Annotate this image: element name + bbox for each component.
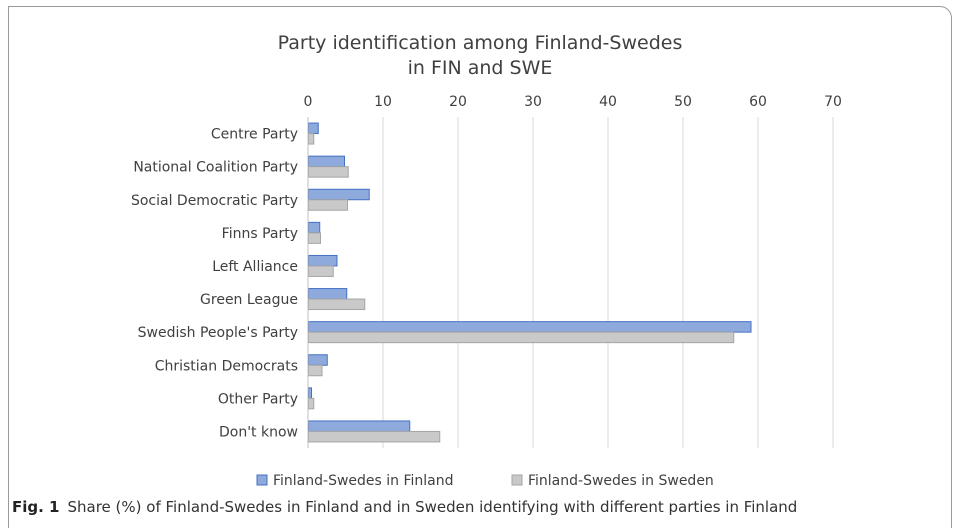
figure-label: Fig. 1 xyxy=(12,498,60,516)
bar-finland xyxy=(308,254,338,267)
category-label: National Coalition Party xyxy=(133,160,298,176)
bar-sweden xyxy=(308,298,366,311)
chart-title: Party identification among Finland-Swede… xyxy=(278,32,683,54)
bar-sweden xyxy=(308,232,321,244)
bar-sweden xyxy=(308,331,735,344)
bar-sweden xyxy=(308,166,349,178)
bar-finland xyxy=(308,288,348,300)
category-label: Left Alliance xyxy=(212,259,298,275)
bar-finland xyxy=(308,122,319,135)
bar-finland xyxy=(308,155,345,168)
category-label: Finns Party xyxy=(222,226,298,242)
bar-sweden xyxy=(308,199,348,211)
category-label: Swedish People's Party xyxy=(138,325,298,341)
legend: Finland-Swedes in Finland Finland-Swedes … xyxy=(256,473,714,489)
bar-finland xyxy=(308,354,328,366)
x-tick-label: 30 xyxy=(524,94,542,110)
x-axis-ticks: 0 10 20 30 40 50 60 70 xyxy=(304,94,842,110)
bar-finland xyxy=(308,387,312,399)
category-label: Christian Democrats xyxy=(155,358,298,374)
category-label: Other Party xyxy=(218,391,298,407)
category-label: Centre Party xyxy=(211,127,298,143)
x-tick-label: 20 xyxy=(449,94,467,110)
x-tick-label: 0 xyxy=(304,94,313,110)
x-tick-label: 10 xyxy=(374,94,392,110)
legend-label: Finland-Swedes in Finland xyxy=(273,473,454,489)
bar-sweden xyxy=(308,133,315,145)
bar-finland xyxy=(308,321,752,333)
figure-caption-text: Share (%) of Finland-Swedes in Finland a… xyxy=(67,498,798,516)
bar-finland xyxy=(308,221,321,234)
bar-sweden xyxy=(308,430,441,443)
x-tick-label: 40 xyxy=(599,94,617,110)
bar-sweden xyxy=(308,364,323,377)
legend-swatch xyxy=(511,474,523,486)
bars xyxy=(308,122,752,443)
bar-finland xyxy=(308,420,411,432)
category-label: Don't know xyxy=(219,424,298,440)
gridlines xyxy=(382,117,834,448)
x-tick-label: 60 xyxy=(749,94,767,110)
x-tick-label: 70 xyxy=(824,94,842,110)
bar-sweden xyxy=(308,397,315,410)
category-labels: Centre Party National Coalition Party Soci… xyxy=(131,127,298,441)
figure-caption: Fig. 1 Share (%) of Finland-Swedes in Fin… xyxy=(12,498,952,516)
legend-swatch xyxy=(256,474,268,486)
bar-finland xyxy=(308,188,370,201)
legend-label: Finland-Swedes in Sweden xyxy=(528,473,714,489)
bar-sweden xyxy=(308,265,334,277)
category-label: Social Democratic Party xyxy=(131,193,298,209)
chart-subtitle: in FIN and SWE xyxy=(408,57,553,79)
x-tick-label: 50 xyxy=(674,94,692,110)
category-label: Green League xyxy=(200,292,298,308)
chart-frame xyxy=(8,6,952,528)
